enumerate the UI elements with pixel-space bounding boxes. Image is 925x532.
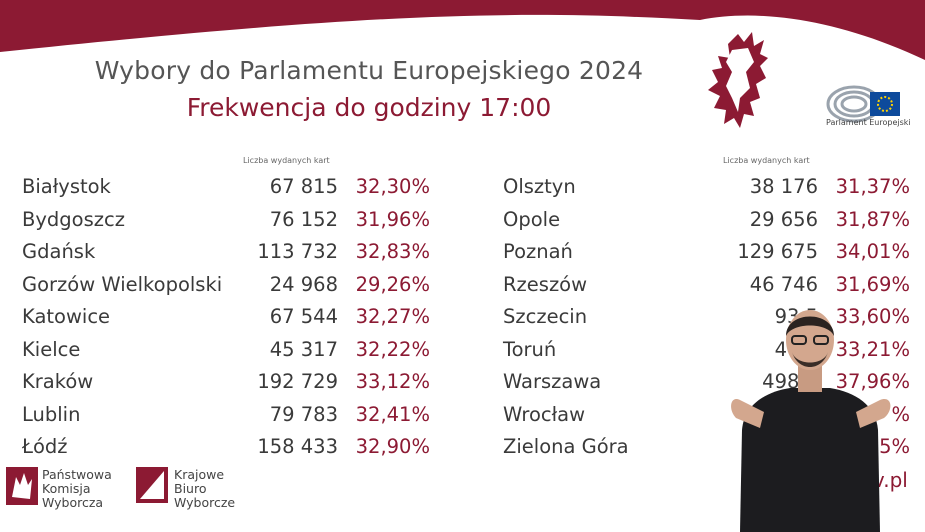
turnout-percent: 31,96% <box>355 207 430 231</box>
left-column-header: Liczba wydanych kart <box>243 156 330 165</box>
turnout-percent: 31,37% <box>835 175 910 198</box>
table-row: Gdańsk 113 732 32,83% <box>22 236 430 269</box>
ballot-count: 67 544 <box>269 305 338 328</box>
city-name: Opole <box>503 207 561 231</box>
turnout-percent: 33,12% <box>355 370 430 393</box>
city-name: Rzeszów <box>503 272 588 296</box>
ballot-count: 46 746 <box>749 272 818 296</box>
header-band <box>0 0 925 60</box>
city-name: Poznań <box>503 240 573 263</box>
page-subtitle: Frekwencja do godziny 17:00 <box>186 93 552 122</box>
ballot-count: 45 317 <box>269 337 338 361</box>
table-row: Olsztyn 38 176 31,37% <box>503 171 910 204</box>
ballot-count: 192 729 <box>257 370 338 393</box>
page-title: Wybory do Parlamentu Europejskiego 2024 <box>94 56 644 85</box>
table-row: Kraków 192 729 33,12% <box>22 366 430 399</box>
city-name: Wrocław <box>503 402 586 426</box>
ballot-count: 79 783 <box>269 402 338 426</box>
turnout-percent: 31,69% <box>835 272 910 296</box>
sign-language-interpreter <box>731 310 891 532</box>
turnout-percent: 32,41% <box>355 402 430 426</box>
ballot-count: 76 152 <box>269 207 338 231</box>
kbw-label: Krajowe Biuro Wyborcze <box>174 467 236 510</box>
city-name: Łódź <box>22 435 68 458</box>
turnout-percent: 31,87% <box>835 207 910 231</box>
european-parliament-logo-icon <box>826 85 900 123</box>
ballot-count: 29 656 <box>749 207 818 231</box>
turnout-percent: 32,83% <box>355 240 430 263</box>
ballot-count: 38 176 <box>749 175 818 198</box>
table-row: Łódź 158 433 32,90% <box>22 431 430 464</box>
left-turnout-table: Białystok 67 815 32,30% Bydgoszcz 76 152 31,… <box>22 171 430 464</box>
city-name: Toruń <box>503 337 557 361</box>
table-row: Rzeszów 46 746 31,69% <box>503 269 910 302</box>
ballot-count: 158 433 <box>257 435 338 458</box>
city-name: Zielona Góra <box>503 435 629 458</box>
ballot-count: 113 732 <box>257 240 338 263</box>
turnout-percent: 32,90% <box>355 435 430 458</box>
table-row: Kielce 45 317 32,22% <box>22 334 430 367</box>
table-row: Lublin 79 783 32,41% <box>22 399 430 432</box>
table-row: Białystok 67 815 32,30% <box>22 171 430 204</box>
table-row: Gorzów Wielkopolski 24 968 29,26% <box>22 269 430 302</box>
turnout-percent: 32,30% <box>355 175 430 198</box>
city-name: Kielce <box>22 337 81 361</box>
eagle-emblem-icon <box>708 32 768 128</box>
kbw-logo-icon <box>136 467 168 503</box>
table-row: Bydgoszcz 76 152 31,96% <box>22 204 430 237</box>
turnout-percent: 37,96% <box>835 370 910 393</box>
ep-caption: Parlament Europejski <box>826 118 911 127</box>
table-row: Opole 29 656 31,87% <box>503 204 910 237</box>
table-row: Katowice 67 544 32,27% <box>22 301 430 334</box>
ballot-count: 67 815 <box>269 175 338 198</box>
city-name: Katowice <box>22 305 111 328</box>
turnout-percent: 32,22% <box>355 337 430 361</box>
city-name: Bydgoszcz <box>22 207 125 231</box>
turnout-percent: 32,27% <box>355 305 430 328</box>
table-row: Poznań 129 675 34,01% <box>503 236 910 269</box>
turnout-percent: % <box>891 402 910 426</box>
ballot-count: 24 968 <box>269 272 338 296</box>
city-name: Białystok <box>22 175 111 198</box>
city-name: Gdańsk <box>22 240 96 263</box>
turnout-percent: 5% <box>879 435 910 458</box>
right-turnout-table: Olsztyn 38 176 31,37% Opole 29 656 31,87% Po… <box>503 171 910 464</box>
city-name: Lublin <box>22 402 81 426</box>
right-column-header: Liczba wydanych kart <box>723 156 810 165</box>
city-name: Szczecin <box>503 305 588 328</box>
table-row: Wrocław% <box>503 399 910 432</box>
pkw-label: Państwowa Komisja Wyborcza <box>42 467 112 510</box>
city-name: Olsztyn <box>503 175 576 198</box>
city-name: Warszawa <box>503 370 602 393</box>
turnout-percent: 33,21% <box>835 337 910 361</box>
city-name: Gorzów Wielkopolski <box>22 272 223 296</box>
table-row: Zielona Góra 5% <box>503 431 910 464</box>
turnout-percent: 29,26% <box>355 272 430 296</box>
ballot-count: 129 675 <box>737 240 818 263</box>
turnout-percent: 34,01% <box>835 240 910 263</box>
city-name: Kraków <box>22 370 94 393</box>
pkw-logo-icon <box>6 467 38 505</box>
turnout-percent: 33,60% <box>835 305 910 328</box>
